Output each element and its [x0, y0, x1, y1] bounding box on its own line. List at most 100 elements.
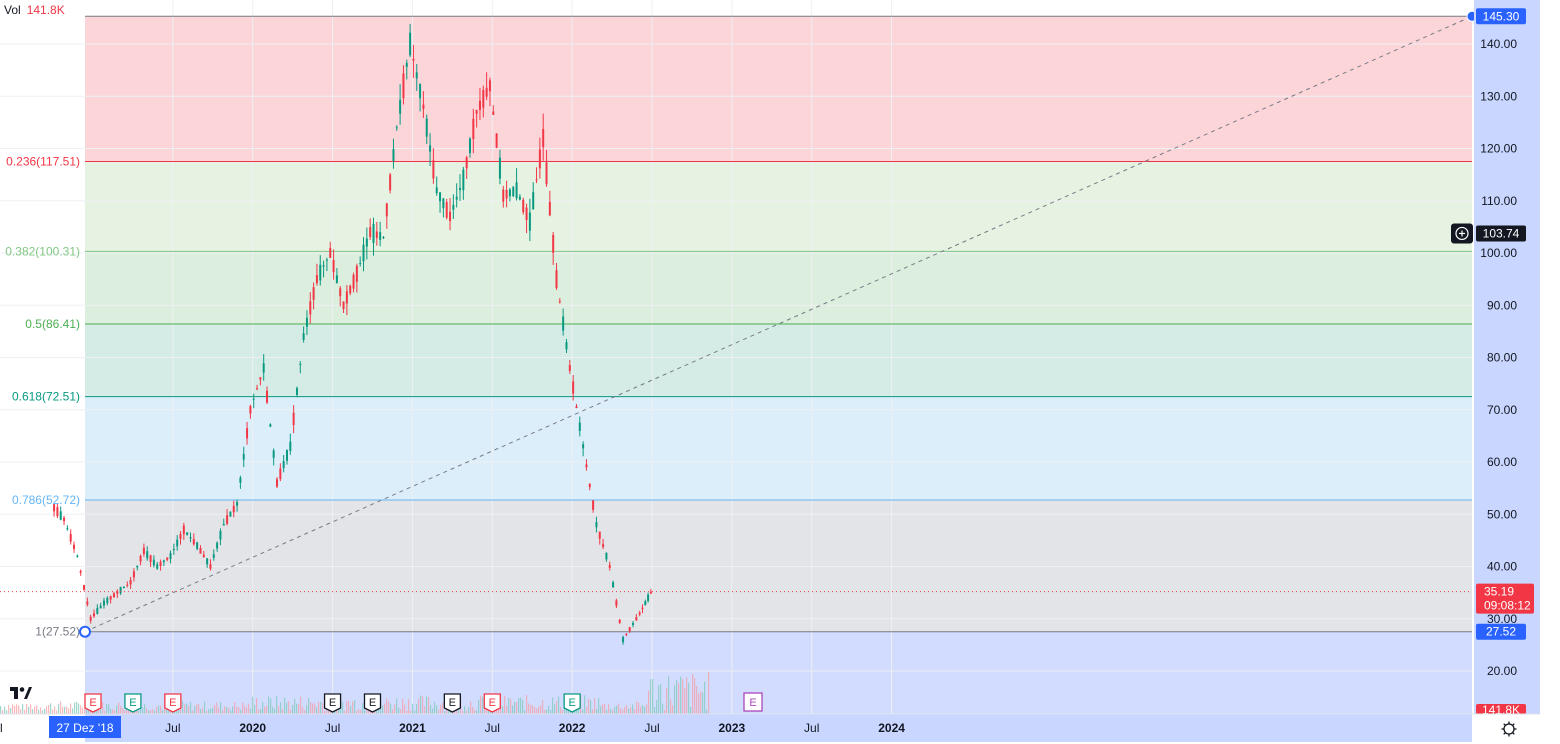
volume-bar [312, 703, 314, 714]
settings-gear-icon[interactable] [1501, 721, 1517, 737]
volume-bar [388, 701, 390, 714]
volume-bar [266, 705, 268, 714]
candle-body [329, 248, 332, 258]
earnings-marker[interactable]: E [124, 693, 142, 713]
earnings-marker[interactable]: E [563, 693, 581, 713]
earnings-marker[interactable]: E [443, 693, 462, 713]
candle-body [249, 406, 252, 414]
volume-bar [648, 690, 650, 714]
candle-body [269, 424, 272, 427]
price-axis-tick-label: 120.00 [1480, 142, 1517, 156]
volume-bar [122, 708, 124, 714]
candle-body [319, 264, 322, 281]
volume-bar [660, 683, 662, 714]
volume-bar [276, 695, 278, 714]
volume-bar [402, 698, 404, 714]
candle-body [362, 244, 365, 262]
volume-bar [126, 708, 128, 714]
volume-bar [434, 701, 436, 714]
candle-body [455, 196, 458, 200]
volume-bar [462, 710, 464, 714]
volume-bar [252, 696, 254, 714]
tradingview-logo-icon[interactable] [6, 682, 36, 704]
volume-axis-badge-bg [1476, 704, 1526, 714]
candle-body [565, 342, 568, 350]
volume-bar [560, 707, 562, 714]
time-axis-tick-label: Jul [325, 721, 340, 735]
earnings-marker-badge [743, 692, 763, 712]
candle-body [532, 192, 535, 210]
volume-legend: Vol 141.8K [4, 3, 65, 17]
candle-body [502, 189, 505, 202]
candle-body [375, 231, 378, 239]
volume-bar [588, 698, 590, 714]
volume-bar [250, 708, 252, 714]
add-alert-button[interactable] [1451, 223, 1473, 244]
volume-bar [420, 695, 422, 714]
volume-bar [112, 709, 114, 714]
earnings-marker-upcoming[interactable]: E [743, 692, 763, 712]
volume-bar [294, 698, 296, 714]
volume-bar [412, 703, 414, 714]
candle-body [462, 169, 465, 191]
volume-bar [282, 709, 284, 714]
price-axis-tick-label: 90.00 [1487, 298, 1517, 312]
volume-bar [290, 709, 292, 714]
earnings-marker-letter: E [169, 697, 176, 709]
volume-bar [224, 706, 226, 714]
volume-bar [548, 705, 550, 714]
volume-bar [278, 705, 280, 714]
volume-bar [38, 709, 40, 714]
volume-bar [56, 710, 58, 714]
volume-bar [164, 704, 166, 714]
candle-body [598, 531, 601, 539]
volume-bar [690, 707, 692, 714]
volume-bar [382, 705, 384, 714]
volume-bar [10, 708, 12, 714]
fib-level-label: 1(27.52) [35, 625, 80, 639]
earnings-marker[interactable]: E [84, 693, 102, 713]
candle-body [522, 199, 525, 213]
earnings-marker-badge [323, 693, 342, 713]
candle-body [262, 363, 265, 373]
candle-body [159, 561, 162, 566]
candle-body [309, 301, 312, 315]
volume-bar [704, 681, 706, 714]
volume-bar [28, 706, 30, 714]
volume-bar [40, 707, 42, 714]
fib-level-label: 0.236(117.51) [6, 155, 80, 169]
volume-bar [672, 705, 674, 714]
candle-body [365, 238, 368, 247]
price-axis-tick-label: 110.00 [1481, 194, 1517, 208]
volume-bar [436, 705, 438, 714]
candle-body [352, 274, 355, 289]
earnings-marker[interactable]: E [363, 693, 382, 713]
volume-bar [156, 706, 158, 714]
fib-level-label: 0.5(86.41) [25, 317, 80, 331]
volume-bar [396, 698, 398, 714]
volume-bar [158, 705, 160, 714]
volume-bar [464, 706, 466, 714]
volume-bar [100, 709, 102, 714]
candle-body [342, 301, 345, 309]
candle-body [176, 539, 179, 547]
volume-bar [374, 709, 376, 714]
earnings-marker[interactable]: E [483, 693, 501, 713]
volume-bar [306, 705, 308, 714]
volume-bar [432, 708, 434, 714]
volume-bar [204, 701, 206, 714]
volume-bar [222, 710, 224, 714]
volume-bar [616, 705, 618, 714]
candle-body [359, 262, 362, 264]
volume-bar [102, 702, 104, 714]
earnings-marker[interactable]: E [164, 693, 182, 713]
earnings-marker[interactable]: E [323, 693, 342, 713]
volume-bar [640, 706, 642, 714]
candle-body [56, 507, 59, 517]
volume-bar [236, 706, 238, 714]
candle-body [302, 333, 305, 340]
volume-bar [58, 704, 60, 714]
time-axis-highlight [85, 714, 1472, 742]
volume-bar [598, 698, 600, 714]
